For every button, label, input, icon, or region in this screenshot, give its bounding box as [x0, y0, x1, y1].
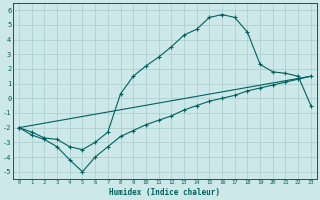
X-axis label: Humidex (Indice chaleur): Humidex (Indice chaleur) — [109, 188, 220, 197]
